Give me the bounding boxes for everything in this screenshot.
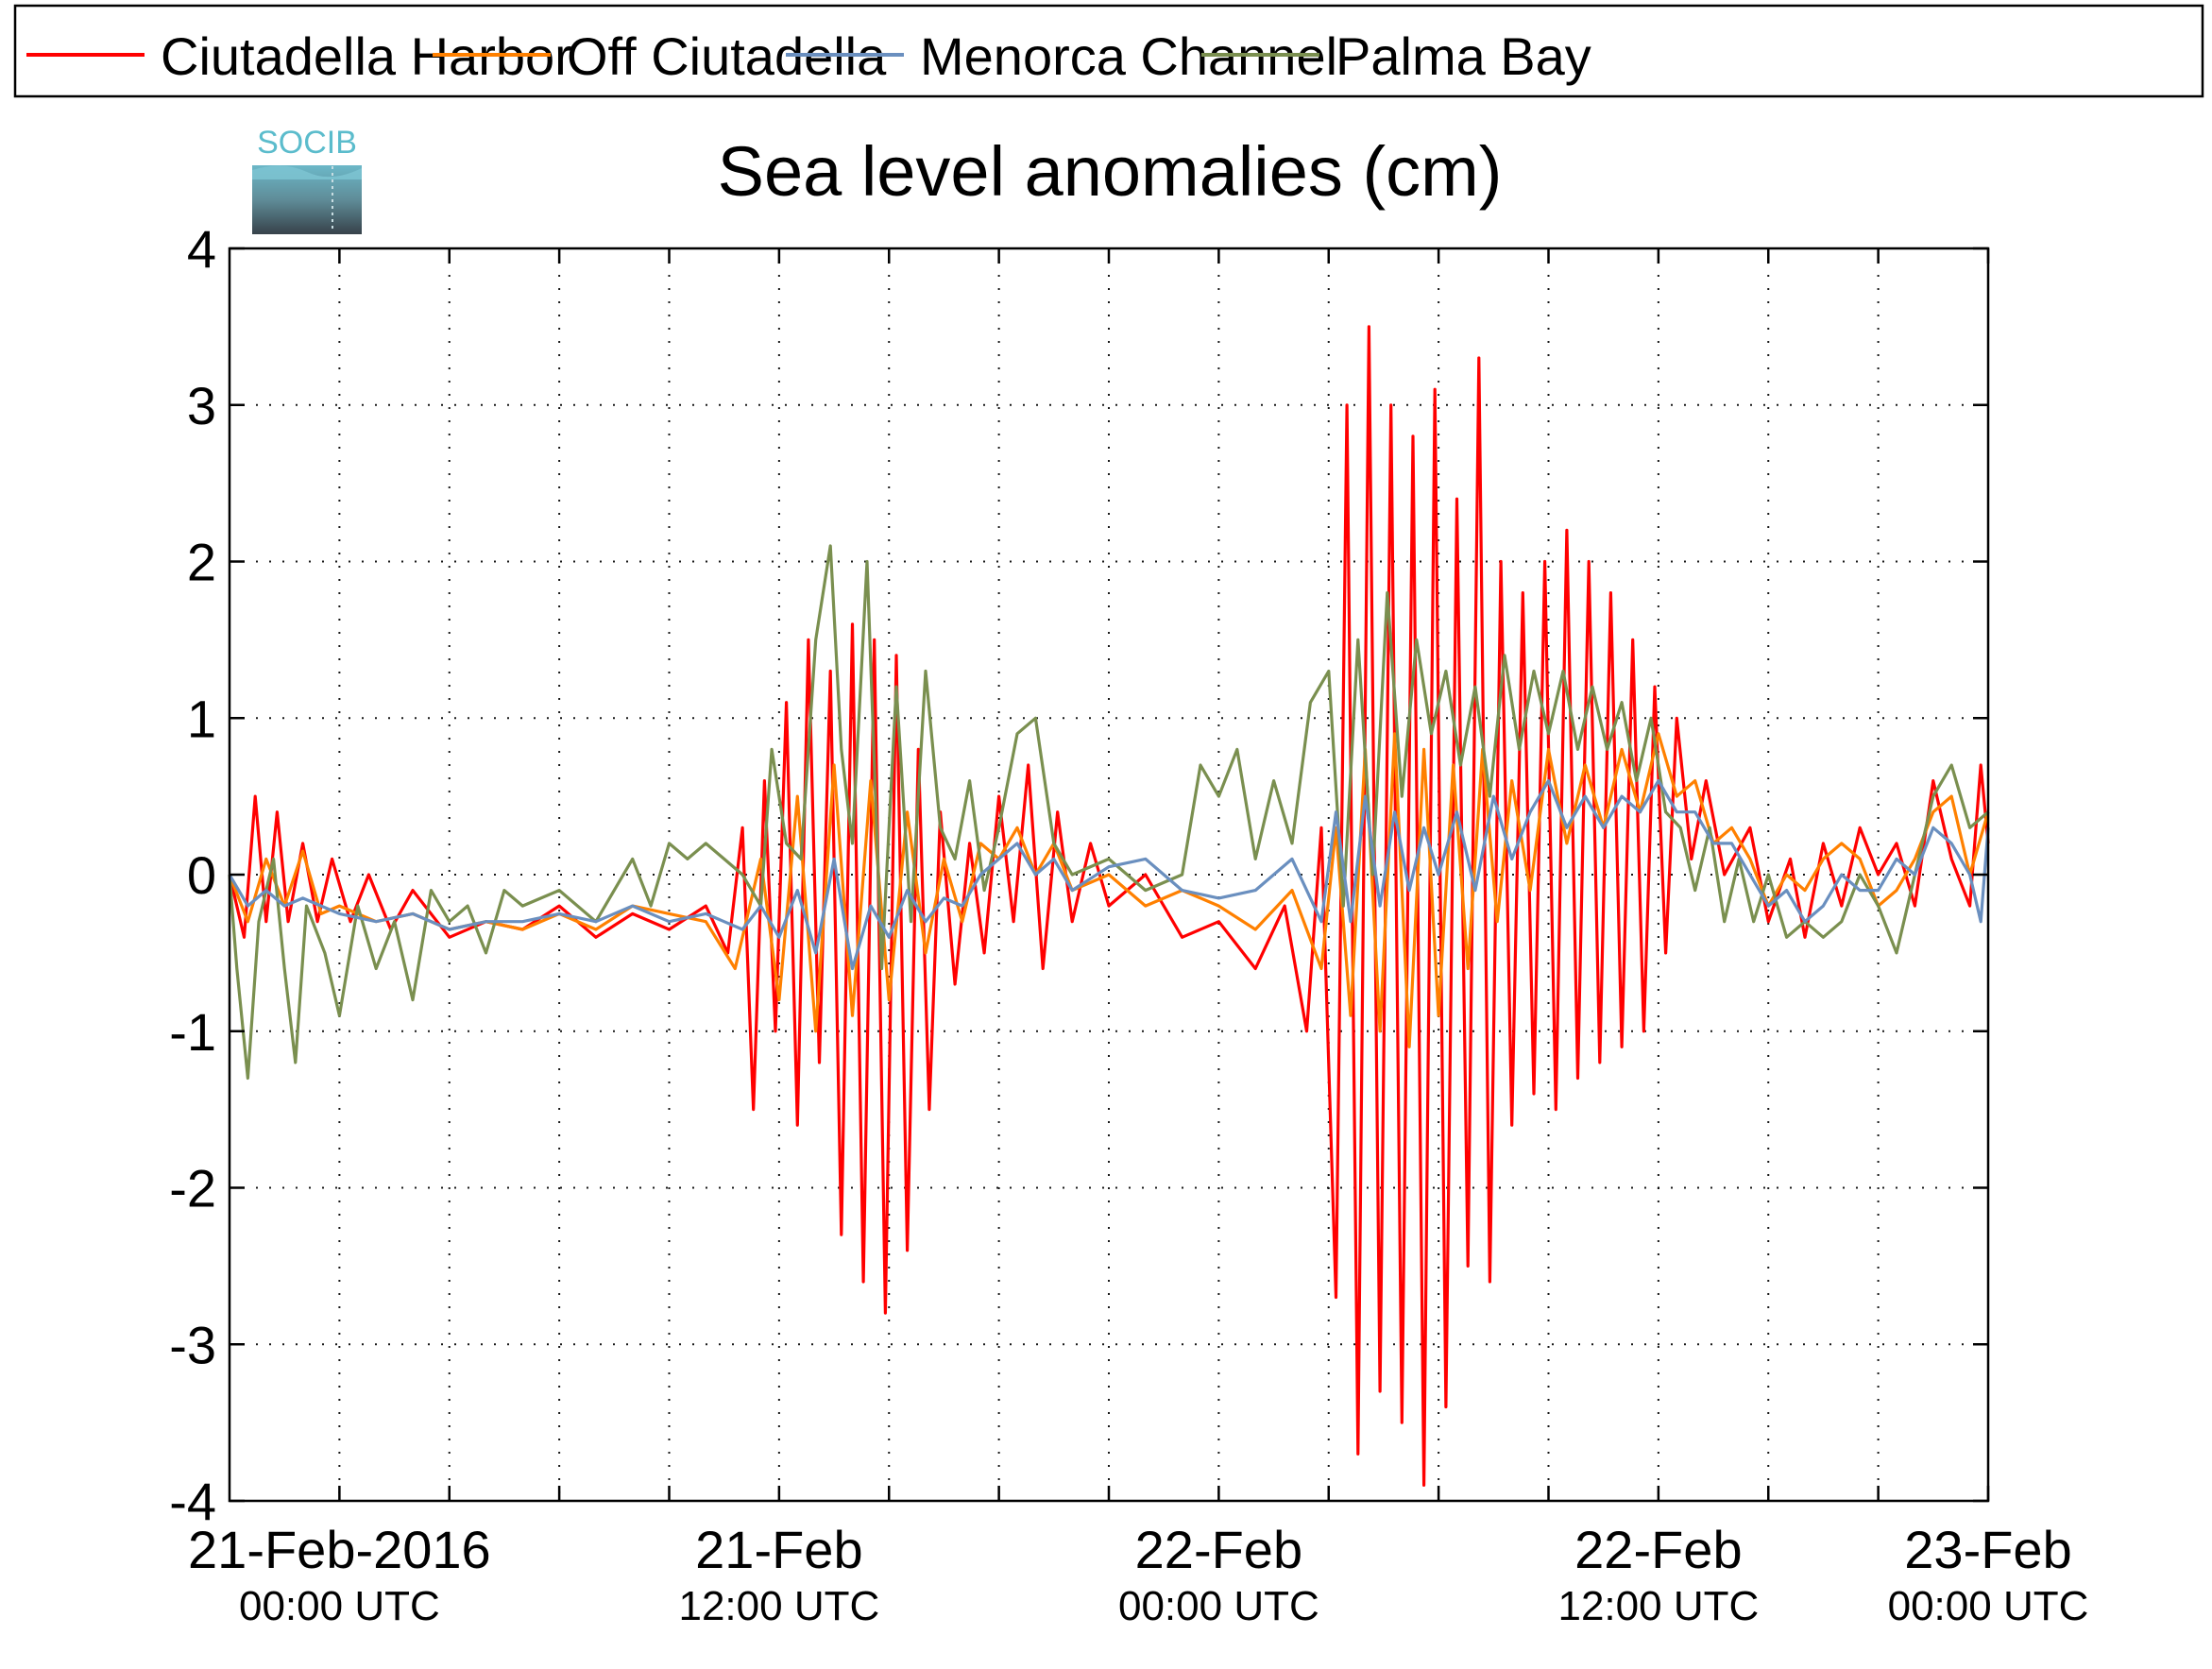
x-tick-time-label: 12:00 UTC <box>678 1583 879 1629</box>
y-tick-label: -4 <box>169 1472 216 1531</box>
y-tick-label: 0 <box>187 845 216 905</box>
x-tick-time-label: 00:00 UTC <box>1888 1583 2089 1629</box>
series-line-ciutadella-harbor <box>228 325 1990 1487</box>
axis-ticks <box>230 247 1990 1503</box>
y-tick-label: 1 <box>187 689 216 748</box>
y-tick-label: -2 <box>169 1159 216 1218</box>
series-line-off-ciutadella <box>228 732 1990 1048</box>
logo-text: SOCIB <box>257 125 357 161</box>
y-tick-label: 2 <box>187 533 216 592</box>
x-tick-time-label: 00:00 UTC <box>1118 1583 1319 1629</box>
chart-title: Sea level anomalies (cm) <box>718 132 1503 211</box>
y-axis-labels: 4 3 2 1 0 -1 -2 -3 -4 <box>169 219 216 1531</box>
series-line-palma-bay <box>228 544 1990 1081</box>
x-tick-date-label: 22-Feb <box>1574 1520 1742 1579</box>
x-tick-time-label: 12:00 UTC <box>1557 1583 1759 1629</box>
y-tick-label: -3 <box>169 1315 216 1374</box>
y-tick-label: 3 <box>187 376 216 435</box>
x-tick-date-label: 23-Feb <box>1904 1520 2071 1579</box>
series-line-menorca-channel <box>228 779 1990 971</box>
x-tick-date-label: 22-Feb <box>1135 1520 1302 1579</box>
series-layer <box>228 325 1990 1487</box>
x-tick-date-label: 21-Feb-2016 <box>188 1520 491 1579</box>
legend-label: Palma Bay <box>1336 26 1591 86</box>
x-tick-time-label: 00:00 UTC <box>239 1583 440 1629</box>
y-tick-label: 4 <box>187 219 216 279</box>
y-tick-label: -1 <box>169 1002 216 1062</box>
legend-box <box>13 4 2204 98</box>
x-tick-date-label: 21-Feb <box>695 1520 862 1579</box>
socib-logo: SOCIB <box>252 125 362 234</box>
